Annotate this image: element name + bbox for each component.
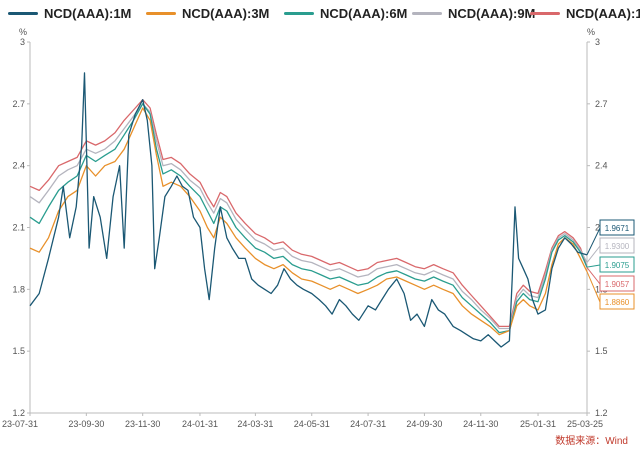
end-value-connector — [586, 245, 601, 263]
legend-label: NCD(AAA):9M — [448, 5, 536, 21]
y-tick-label-right: 2.4 — [595, 161, 608, 171]
unit-left: % — [19, 27, 27, 37]
end-value-label: 1.9075 — [605, 261, 630, 270]
legend-item: NCD(AAA):9M — [412, 3, 535, 23]
series-line — [29, 103, 588, 330]
x-tick-label: 24-11-30 — [463, 419, 498, 429]
legend-label: NCD(AAA):6M — [320, 5, 408, 21]
x-tick-label: 23-09-30 — [68, 419, 104, 429]
legend-swatch — [530, 11, 560, 15]
x-tick-label: 25-03-25 — [567, 419, 603, 429]
y-tick-label-left: 1.2 — [12, 408, 25, 418]
legend-swatch — [412, 11, 442, 15]
legend-item: NCD(AAA):6M — [284, 3, 407, 23]
legend-label: NCD(AAA):1M — [44, 5, 132, 21]
legend-item: NCD(AAA):1M — [8, 3, 131, 23]
series-line — [29, 107, 588, 336]
y-tick-label-left: 2.4 — [12, 161, 25, 171]
y-tick-label-left: 1.8 — [12, 284, 25, 294]
legend-label: NCD(AAA):1Y — [566, 5, 640, 21]
x-tick-label: 23-11-30 — [125, 419, 160, 429]
series-line — [29, 103, 588, 334]
end-value-connector — [586, 271, 601, 303]
end-value-connector — [586, 264, 601, 268]
end-value-label: 1.9671 — [605, 224, 630, 233]
legend-swatch — [146, 11, 176, 15]
x-tick-label: 24-01-31 — [182, 419, 218, 429]
end-value-tag — [599, 219, 635, 236]
y-tick-label-right: 2.7 — [595, 99, 608, 109]
end-value-label: 1.8860 — [605, 298, 630, 307]
legend-item: NCD(AAA):3M — [146, 3, 269, 23]
y-tick-label-left: 1.5 — [12, 346, 25, 356]
end-value-label: 1.9300 — [605, 242, 630, 251]
series-line — [29, 72, 588, 348]
end-value-label: 1.9057 — [605, 280, 630, 289]
x-tick-label: 24-03-31 — [237, 419, 273, 429]
y-tick-label-left: 2.7 — [12, 99, 25, 109]
end-value-connector — [586, 227, 601, 256]
legend-label: NCD(AAA):3M — [182, 5, 270, 21]
unit-right: % — [587, 27, 595, 37]
x-tick-label: 24-07-31 — [350, 419, 386, 429]
chart-legend: NCD(AAA):1M NCD(AAA):3M NCD(AAA):6M NCD(AAA… — [8, 3, 640, 23]
end-value-tag — [599, 256, 635, 273]
end-value-tag — [599, 237, 635, 254]
legend-item: NCD(AAA):1Y — [530, 3, 640, 23]
source-note: 数据来源：Wind — [555, 436, 628, 447]
x-tick-label: 24-09-30 — [406, 419, 442, 429]
y-tick-label-left: 2.1 — [12, 223, 25, 233]
x-tick-label: 25-01-31 — [520, 419, 556, 429]
y-tick-label-right: 1.5 — [595, 346, 608, 356]
x-tick-label: 23-07-31 — [2, 419, 38, 429]
y-tick-label-left: 3 — [20, 37, 25, 47]
y-tick-label-right: 3 — [595, 37, 600, 47]
y-tick-label-right: 1.2 — [595, 408, 608, 418]
legend-swatch — [284, 11, 314, 15]
legend-swatch — [8, 11, 38, 15]
end-value-connector — [586, 267, 601, 285]
x-tick-label: 24-05-31 — [294, 419, 330, 429]
